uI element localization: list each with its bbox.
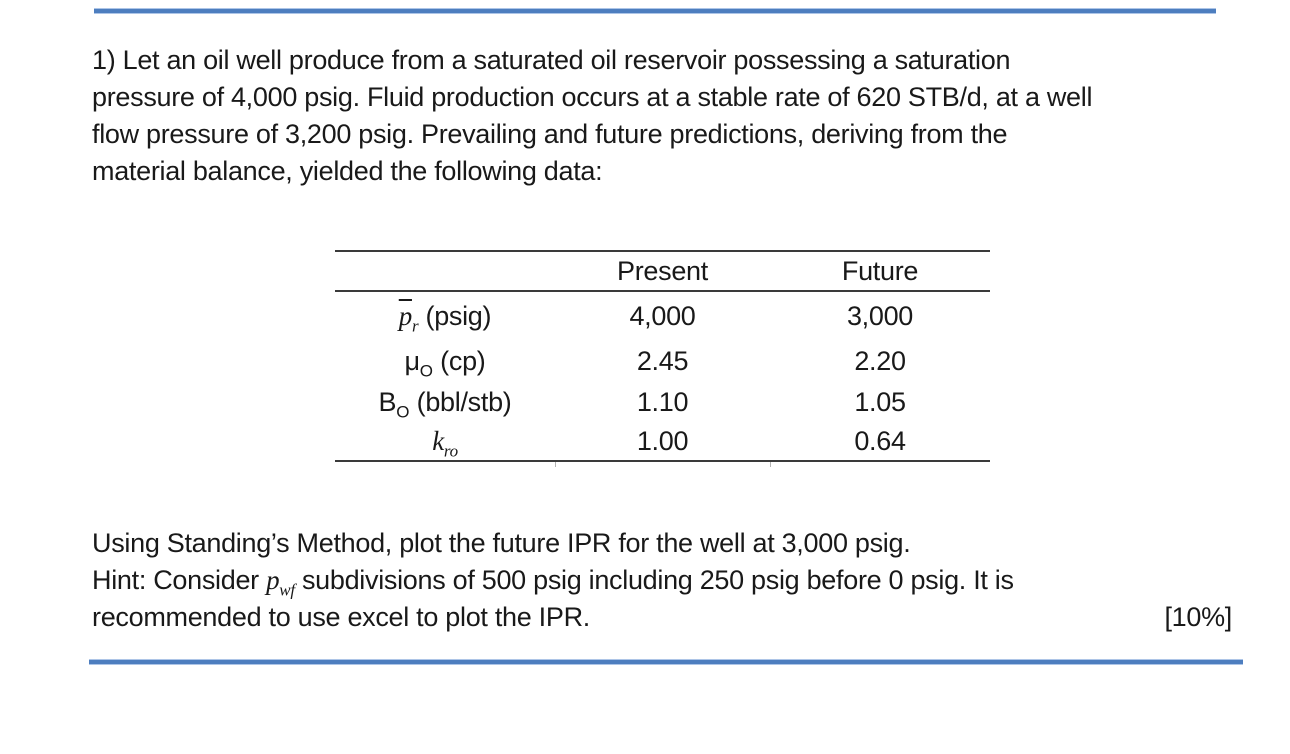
row-symbol: k xyxy=(432,425,444,456)
question-line-3-text: recommended to use excel to plot the IPR… xyxy=(92,602,590,632)
problem-statement: 1) Let an oil well produce from a satura… xyxy=(92,42,1092,190)
table-row: kro 1.00 0.64 xyxy=(335,422,990,460)
row-symbol-subscript: ro xyxy=(443,440,458,460)
marks-badge: [10%] xyxy=(1164,602,1232,632)
data-table: Present Future pr (psig) 4,000 3,000 μO (cp… xyxy=(335,250,990,467)
cell-future: 3,000 xyxy=(846,300,914,331)
problem-line: material balance, yielded the following … xyxy=(92,156,603,186)
table-body: pr (psig) 4,000 3,000 μO (cp) 2.45 2.20 BO (bb… xyxy=(335,292,990,460)
table-row: μO (cp) 2.45 2.20 xyxy=(335,340,990,382)
row-symbol: B xyxy=(378,386,397,417)
cell-present: 2.45 xyxy=(636,345,689,376)
row-label: BO (bbl/stb) xyxy=(335,386,555,421)
col-header-future: Future xyxy=(841,255,919,286)
problem-line: flow pressure of 3,200 psig. Prevailing … xyxy=(92,119,1008,149)
column-tick-mark xyxy=(555,462,556,467)
problem-line: 1) Let an oil well produce from a satura… xyxy=(92,45,1011,75)
hint-suffix: subdivisions of 500 psig including 250 p… xyxy=(294,565,1014,595)
row-label: kro xyxy=(335,425,555,460)
bottom-divider xyxy=(89,659,1243,665)
cell-present: 1.00 xyxy=(636,425,689,456)
column-tick-mark xyxy=(770,462,771,467)
row-symbol: μ xyxy=(404,345,420,376)
cell-future: 0.64 xyxy=(854,425,906,456)
question-line-2: Hint: Consider pwf subdivisions of 500 p… xyxy=(92,562,1232,599)
table-row: BO (bbl/stb) 1.10 1.05 xyxy=(335,382,990,422)
question-line-3: recommended to use excel to plot the IPR… xyxy=(92,599,1232,636)
question-text: Using Standing’s Method, plot the future… xyxy=(92,525,1232,636)
table-header-row: Present Future xyxy=(335,252,990,292)
cell-future: 1.05 xyxy=(854,386,906,417)
top-divider xyxy=(94,8,1216,14)
problem-line: pressure of 4,000 psig. Fluid production… xyxy=(92,82,1093,112)
cell-present: 4,000 xyxy=(629,300,696,331)
row-label: μO (cp) xyxy=(335,345,555,380)
cell-future: 2.20 xyxy=(854,345,906,376)
pwf-subscript: wf xyxy=(279,580,295,600)
row-symbol-subscript: O xyxy=(419,360,433,380)
row-unit: (cp) xyxy=(432,345,486,376)
question-line-1: Using Standing’s Method, plot the future… xyxy=(92,528,911,558)
row-symbol-subscript: r xyxy=(411,315,419,335)
col-header-present: Present xyxy=(617,255,708,286)
row-label: pr (psig) xyxy=(335,300,555,335)
pwf-variable: p xyxy=(266,565,280,595)
hint-prefix: Hint: Consider xyxy=(92,565,267,595)
table-row: pr (psig) 4,000 3,000 xyxy=(335,292,990,340)
cell-present: 1.10 xyxy=(636,386,689,417)
row-unit: (bbl/stb) xyxy=(409,386,512,417)
row-unit: (psig) xyxy=(418,300,492,331)
row-symbol: p xyxy=(398,300,413,331)
row-symbol-subscript: O xyxy=(396,401,410,421)
